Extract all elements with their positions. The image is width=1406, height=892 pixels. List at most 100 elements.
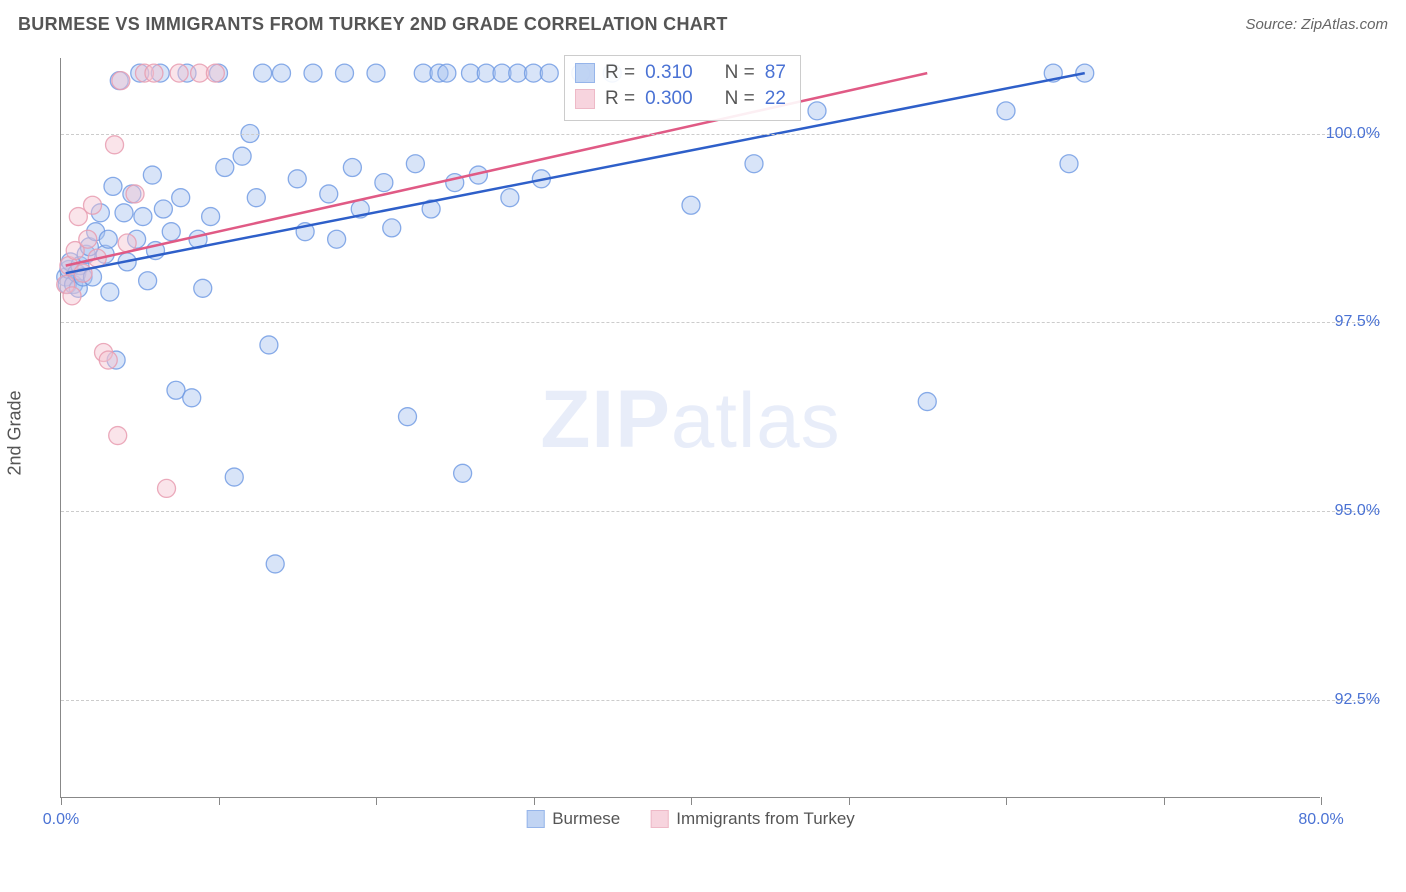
data-point xyxy=(328,230,346,248)
x-tick xyxy=(61,797,62,805)
data-point xyxy=(247,189,265,207)
data-point xyxy=(106,136,124,154)
x-tick-label: 0.0% xyxy=(43,811,79,829)
data-point xyxy=(233,147,251,165)
data-point xyxy=(399,408,417,426)
data-point xyxy=(540,64,558,82)
data-point xyxy=(273,64,291,82)
data-point xyxy=(112,72,130,90)
data-point xyxy=(438,64,456,82)
data-point xyxy=(104,177,122,195)
x-tick xyxy=(1006,797,1007,805)
data-point xyxy=(375,174,393,192)
data-point xyxy=(158,479,176,497)
legend-swatch xyxy=(526,810,544,828)
y-tick-label: 97.5% xyxy=(1335,313,1380,331)
data-point xyxy=(383,219,401,237)
plot-svg xyxy=(61,58,1320,797)
data-point xyxy=(997,102,1015,120)
stats-row: R = 0.310 N = 87 xyxy=(575,60,786,86)
x-tick xyxy=(376,797,377,805)
data-point xyxy=(225,468,243,486)
legend: Burmese Immigrants from Turkey xyxy=(526,809,855,829)
chart-container: 2nd Grade ZIPatlas R =0.310N =87R =0.300… xyxy=(50,43,1376,823)
n-label: N = xyxy=(725,62,755,84)
data-point xyxy=(367,64,385,82)
n-value: 87 xyxy=(765,62,786,84)
data-point xyxy=(320,185,338,203)
data-point xyxy=(154,200,172,218)
data-point xyxy=(260,336,278,354)
data-point xyxy=(84,196,102,214)
x-tick xyxy=(1321,797,1322,805)
data-point xyxy=(99,230,117,248)
x-tick xyxy=(534,797,535,805)
r-value: 0.310 xyxy=(645,62,693,84)
data-point xyxy=(115,204,133,222)
plot-area: ZIPatlas R =0.310N =87R =0.300N =22 92.5… xyxy=(60,58,1320,798)
data-point xyxy=(202,208,220,226)
data-point xyxy=(216,158,234,176)
data-point xyxy=(145,64,163,82)
chart-title: BURMESE VS IMMIGRANTS FROM TURKEY 2ND GR… xyxy=(18,14,728,35)
data-point xyxy=(808,102,826,120)
data-point xyxy=(162,223,180,241)
gridline xyxy=(61,511,1380,512)
legend-item: Burmese xyxy=(526,809,620,829)
data-point xyxy=(99,351,117,369)
data-point xyxy=(336,64,354,82)
data-point xyxy=(206,64,224,82)
x-tick-label: 80.0% xyxy=(1298,811,1343,829)
gridline xyxy=(61,322,1380,323)
x-tick xyxy=(219,797,220,805)
data-point xyxy=(101,283,119,301)
x-tick xyxy=(691,797,692,805)
r-label: R = xyxy=(605,62,635,84)
source-label: Source: ZipAtlas.com xyxy=(1245,16,1388,33)
header: BURMESE VS IMMIGRANTS FROM TURKEY 2ND GR… xyxy=(0,0,1406,43)
data-point xyxy=(139,272,157,290)
data-point xyxy=(126,185,144,203)
data-point xyxy=(343,158,361,176)
data-point xyxy=(172,189,190,207)
data-point xyxy=(501,189,519,207)
data-point xyxy=(170,64,188,82)
data-point xyxy=(63,287,81,305)
series-swatch xyxy=(575,63,595,83)
data-point xyxy=(79,230,97,248)
y-tick-label: 95.0% xyxy=(1335,502,1380,520)
data-point xyxy=(304,64,322,82)
y-tick-label: 92.5% xyxy=(1335,691,1380,709)
gridline xyxy=(61,700,1380,701)
n-label: N = xyxy=(725,88,755,110)
stats-legend-box: R = 0.310 N = 87 R = 0.300 N = 22 xyxy=(564,55,801,121)
legend-item: Immigrants from Turkey xyxy=(650,809,855,829)
legend-label: Immigrants from Turkey xyxy=(676,809,855,829)
legend-swatch xyxy=(650,810,668,828)
stats-row: R = 0.300 N = 22 xyxy=(575,86,786,112)
r-value: 0.300 xyxy=(645,88,693,110)
data-point xyxy=(454,464,472,482)
data-point xyxy=(194,279,212,297)
series-swatch xyxy=(575,89,595,109)
data-point xyxy=(183,389,201,407)
data-point xyxy=(266,555,284,573)
data-point xyxy=(682,196,700,214)
y-tick-label: 100.0% xyxy=(1326,125,1380,143)
data-point xyxy=(745,155,763,173)
data-point xyxy=(918,393,936,411)
legend-label: Burmese xyxy=(552,809,620,829)
n-value: 22 xyxy=(765,88,786,110)
y-axis-label: 2nd Grade xyxy=(5,390,26,475)
r-label: R = xyxy=(605,88,635,110)
data-point xyxy=(109,427,127,445)
data-point xyxy=(254,64,272,82)
data-point xyxy=(288,170,306,188)
data-point xyxy=(406,155,424,173)
data-point xyxy=(1060,155,1078,173)
x-tick xyxy=(849,797,850,805)
data-point xyxy=(134,208,152,226)
data-point xyxy=(143,166,161,184)
x-tick xyxy=(1164,797,1165,805)
data-point xyxy=(74,264,92,282)
